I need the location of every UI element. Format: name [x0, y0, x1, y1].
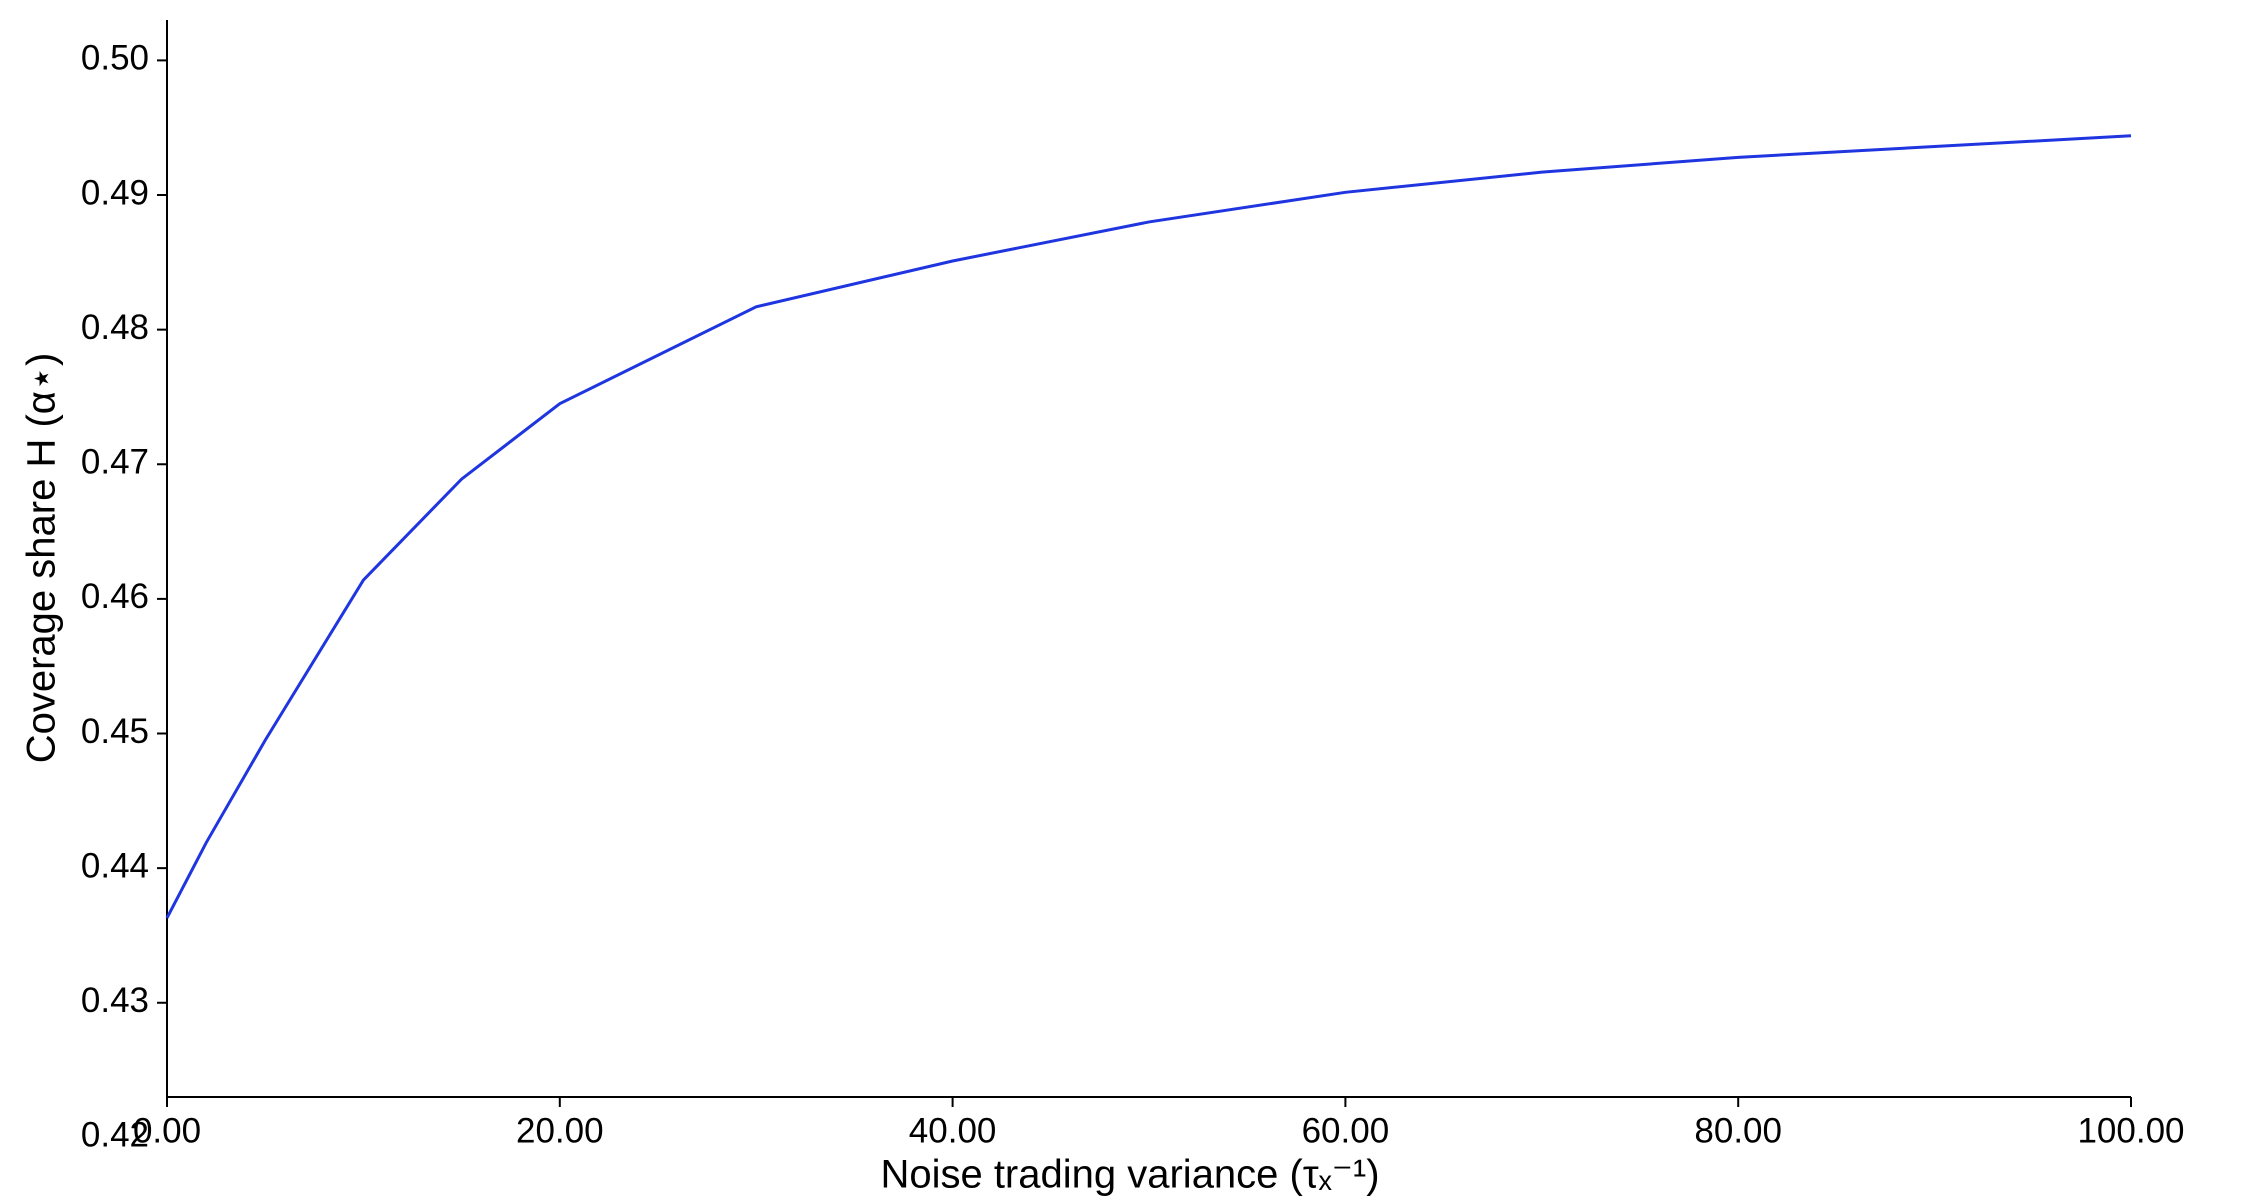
x-tick-label: 40.00: [909, 1111, 997, 1150]
x-tick-label: 20.00: [516, 1111, 604, 1150]
x-tick-label: 60.00: [1302, 1111, 1390, 1150]
x-axis-title: Noise trading variance (τₓ⁻¹): [880, 1153, 1379, 1197]
y-tick-label: 0.45: [81, 712, 149, 751]
x-tick-label: 100.00: [2077, 1111, 2184, 1150]
y-tick-label: 0.42: [81, 1116, 149, 1155]
y-tick-label: 0.46: [81, 577, 149, 616]
y-tick-label: 0.44: [81, 846, 149, 885]
x-tick-label: 80.00: [1694, 1111, 1782, 1150]
y-tick-label: 0.50: [81, 39, 149, 78]
y-tick-label: 0.48: [81, 308, 149, 347]
line-series: [165, 134, 2132, 919]
y-tick-label: 0.47: [81, 443, 149, 482]
y-axis-title: Coverage share H (α⋆): [20, 353, 64, 764]
y-tick-label: 0.43: [81, 981, 149, 1020]
x-tick-label: 0.00: [133, 1111, 201, 1150]
y-tick-label: 0.49: [81, 173, 149, 212]
